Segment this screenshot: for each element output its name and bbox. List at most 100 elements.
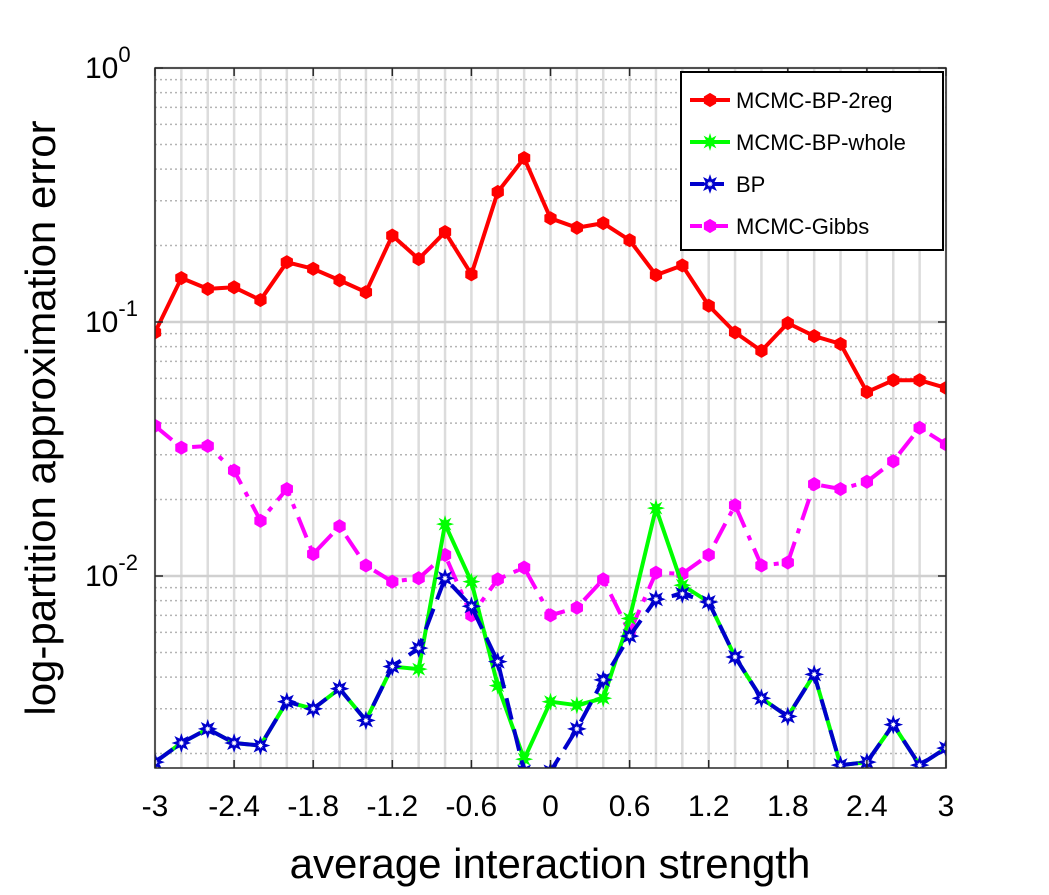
legend-item-mcmc-bp-whole: MCMC-BP-whole <box>690 130 906 155</box>
bp-point <box>804 664 825 685</box>
legend-mcmc-gibbs-point <box>703 218 717 234</box>
x-axis-title: average interaction strength <box>290 840 811 887</box>
legend-mcmc-bp-2reg-point <box>703 92 717 108</box>
mcmc-gibbs-point <box>307 546 320 562</box>
mcmc-bp-2reg-point <box>438 224 452 240</box>
bp-point <box>197 719 218 739</box>
mcmc-bp-2reg-point <box>518 150 531 166</box>
bp-point <box>224 733 244 753</box>
bp-point <box>698 592 719 612</box>
bp-point <box>646 589 666 610</box>
mcmc-bp-2reg-point <box>359 285 373 300</box>
mcmc-bp-2reg-point <box>676 258 689 273</box>
legend-bp-point <box>700 174 720 194</box>
mcmc-gibbs-point <box>834 481 847 497</box>
mcmc-gibbs-point <box>544 608 557 623</box>
mcmc-bp-2reg-point <box>939 380 946 396</box>
legend-item-mcmc-bp-2reg: MCMC-BP-2reg <box>690 88 892 113</box>
bp-point <box>619 626 640 646</box>
mcmc-bp-2reg-point <box>491 184 504 200</box>
mcmc-bp-whole-point <box>462 572 481 591</box>
bp-point <box>830 755 851 768</box>
x-tick-label: 3 <box>938 790 955 823</box>
y-axis-title: log-partition approximation error <box>17 120 64 715</box>
bp-point <box>725 647 745 667</box>
y-tick-label: 10-1 <box>85 296 138 339</box>
bp-point <box>487 651 508 672</box>
mcmc-bp-2reg-point <box>860 384 874 400</box>
mcmc-bp-2reg-point <box>175 270 188 286</box>
bp-point <box>883 714 904 735</box>
y-tick-label: 100 <box>85 42 131 85</box>
mcmc-gibbs-point <box>649 565 663 580</box>
bp-point <box>672 584 693 604</box>
mcmc-gibbs-point <box>913 420 926 435</box>
mcmc-bp-2reg-point <box>887 373 900 388</box>
mcmc-gibbs-point <box>728 498 742 513</box>
bp-point <box>155 752 165 768</box>
mcmc-bp-whole-point <box>567 696 586 715</box>
mcmc-bp-2reg-point <box>728 325 742 340</box>
mcmc-bp-2reg-point <box>155 325 162 340</box>
mcmc-gibbs-point <box>860 474 874 489</box>
mcmc-bp-whole-point <box>541 692 560 711</box>
series-lines <box>155 150 946 768</box>
mcmc-gibbs-point <box>227 463 241 478</box>
mcmc-bp-2reg-point <box>834 336 847 351</box>
y-tick-label: 10-2 <box>85 550 138 593</box>
bp-point <box>250 735 271 756</box>
mcmc-gibbs-point <box>201 438 214 454</box>
mcmc-gibbs-point <box>175 440 188 455</box>
mcmc-bp-whole-point <box>620 609 639 628</box>
bp-point <box>461 596 482 617</box>
mcmc-bp-2reg-point <box>333 273 346 288</box>
x-tick-labels: -3 -2.4 -1.8 -1.2 -0.6 0 0.6 1.2 1.8 2.4 3 <box>142 790 955 823</box>
mcmc-gibbs-point <box>386 574 399 589</box>
bp-point <box>567 719 587 739</box>
mcmc-gibbs-series <box>155 418 946 640</box>
legend: MCMC-BP-2reg MCMC-BP-whole BP MCMC-Gibbs <box>680 71 944 251</box>
bp-point <box>356 710 376 731</box>
mcmc-bp-2reg-point <box>412 251 425 267</box>
mcmc-bp-2reg-point <box>781 316 794 331</box>
x-tick-label: -1.2 <box>366 790 418 823</box>
bp-point <box>408 638 429 659</box>
mcmc-gibbs-point <box>254 513 267 528</box>
mcmc-bp-2reg-point <box>755 343 768 358</box>
mcmc-gibbs-point <box>491 572 504 587</box>
mcmc-gibbs-point <box>412 571 425 586</box>
mcmc-bp-2reg-point <box>808 329 821 344</box>
mcmc-gibbs-point <box>597 572 610 587</box>
mcmc-gibbs-point <box>280 481 293 497</box>
mcmc-bp-whole-point <box>594 689 613 708</box>
mcmc-bp-2reg-point <box>465 267 478 282</box>
x-tick-label: 2.4 <box>846 790 888 823</box>
bp-point <box>517 761 532 768</box>
bp-point <box>593 670 614 690</box>
mcmc-bp-2reg-point <box>649 268 663 283</box>
x-tick-label: 1.2 <box>688 790 730 823</box>
legend-label: MCMC-BP-2reg <box>736 88 892 113</box>
mcmc-gibbs-point <box>570 600 583 615</box>
mcmc-gibbs-point <box>702 547 715 563</box>
mcmc-bp-2reg-point <box>597 216 610 231</box>
mcmc-gibbs-point <box>808 477 821 492</box>
mcmc-bp-2reg-point <box>544 211 557 226</box>
legend-mcmc-bp-whole-point <box>700 132 720 152</box>
bp-point <box>909 755 930 768</box>
mcmc-bp-whole-point <box>409 660 428 679</box>
mcmc-bp-2reg-point <box>913 373 926 388</box>
mcmc-gibbs-point <box>939 437 946 452</box>
mcmc-bp-2reg-point <box>254 292 267 308</box>
mcmc-bp-2reg-point <box>570 220 583 235</box>
x-tick-label: 0 <box>542 790 559 823</box>
bp-point <box>751 688 772 709</box>
bp-point <box>435 568 455 589</box>
x-tick-label: -0.6 <box>446 790 498 823</box>
mcmc-gibbs-point <box>781 555 794 570</box>
mcmc-gibbs-point <box>333 519 346 534</box>
bp-point <box>936 738 946 759</box>
legend-label: BP <box>736 172 765 197</box>
bp-point <box>777 706 798 727</box>
